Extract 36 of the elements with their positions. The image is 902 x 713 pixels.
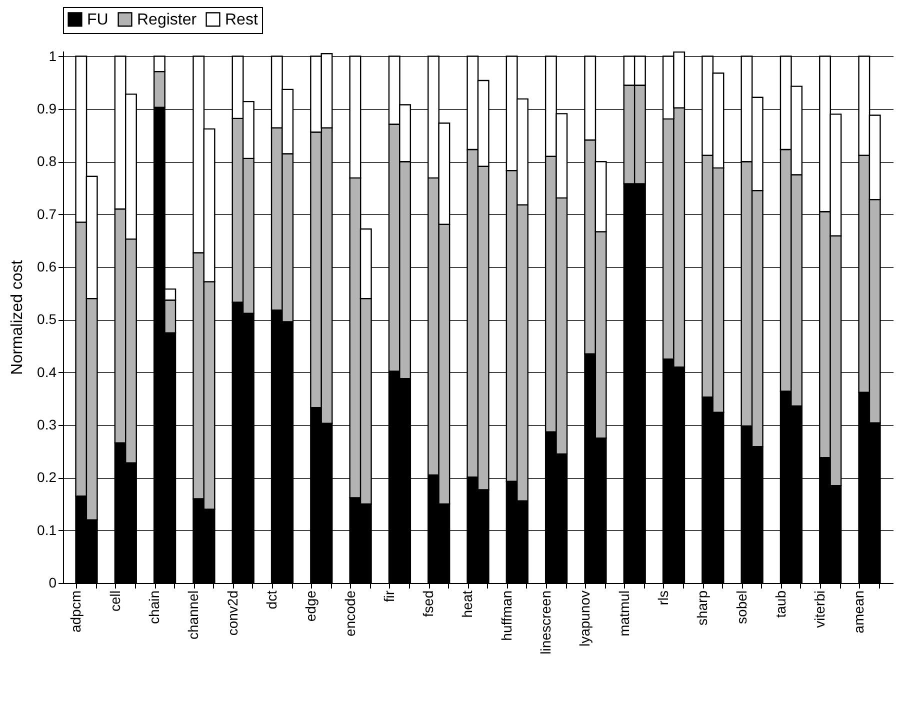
x-tick-label: channel [185, 590, 202, 640]
y-tick-label: 0 [48, 574, 57, 590]
x-tick-label: viterbi [812, 590, 828, 628]
y-tick-label: 0.9 [37, 100, 57, 116]
x-tick-label: dct [263, 590, 280, 610]
y-tick-label: 0.4 [37, 364, 57, 380]
y-tick-label: 0.5 [37, 311, 57, 328]
x-tick-label: cell [106, 590, 123, 612]
y-tick-label: 0.2 [37, 469, 57, 486]
legend-label: FU [87, 11, 108, 28]
x-tick-label: lyapunov [576, 590, 593, 647]
x-tick-label: huffman [498, 590, 514, 641]
x-tick-label: fsed [420, 590, 436, 617]
x-tick-label: conv2d [224, 590, 240, 636]
x-tick-label: rls [654, 590, 671, 606]
y-tick-label: 0.6 [37, 258, 57, 274]
x-tick-label: adpcm [68, 590, 84, 633]
legend-label: Register [137, 11, 198, 28]
x-tick-label: chain [146, 590, 162, 624]
x-tick-label: linescreen [538, 590, 554, 654]
x-tick-label: fir [380, 590, 397, 602]
y-tick-label: 0.3 [37, 416, 57, 432]
y-tick-label: 0.1 [37, 522, 57, 538]
x-tick-label: edge [302, 590, 319, 622]
y-tick-label: 1 [48, 48, 57, 64]
x-tick-label: matmul [616, 590, 632, 636]
x-tick-label: sobel [733, 590, 750, 624]
y-tick-label: 0.7 [37, 206, 57, 222]
x-tick-label: amean [850, 590, 867, 634]
x-tick-label: taub [772, 590, 788, 618]
x-tick-label: encode [342, 590, 358, 636]
x-tick-label: heat [459, 590, 476, 618]
y-tick-label: 0.8 [37, 153, 57, 170]
y-axis-title: Normalized cost [9, 260, 26, 375]
x-tick-label: sharp [694, 590, 710, 626]
legend-label: Rest [225, 11, 258, 28]
